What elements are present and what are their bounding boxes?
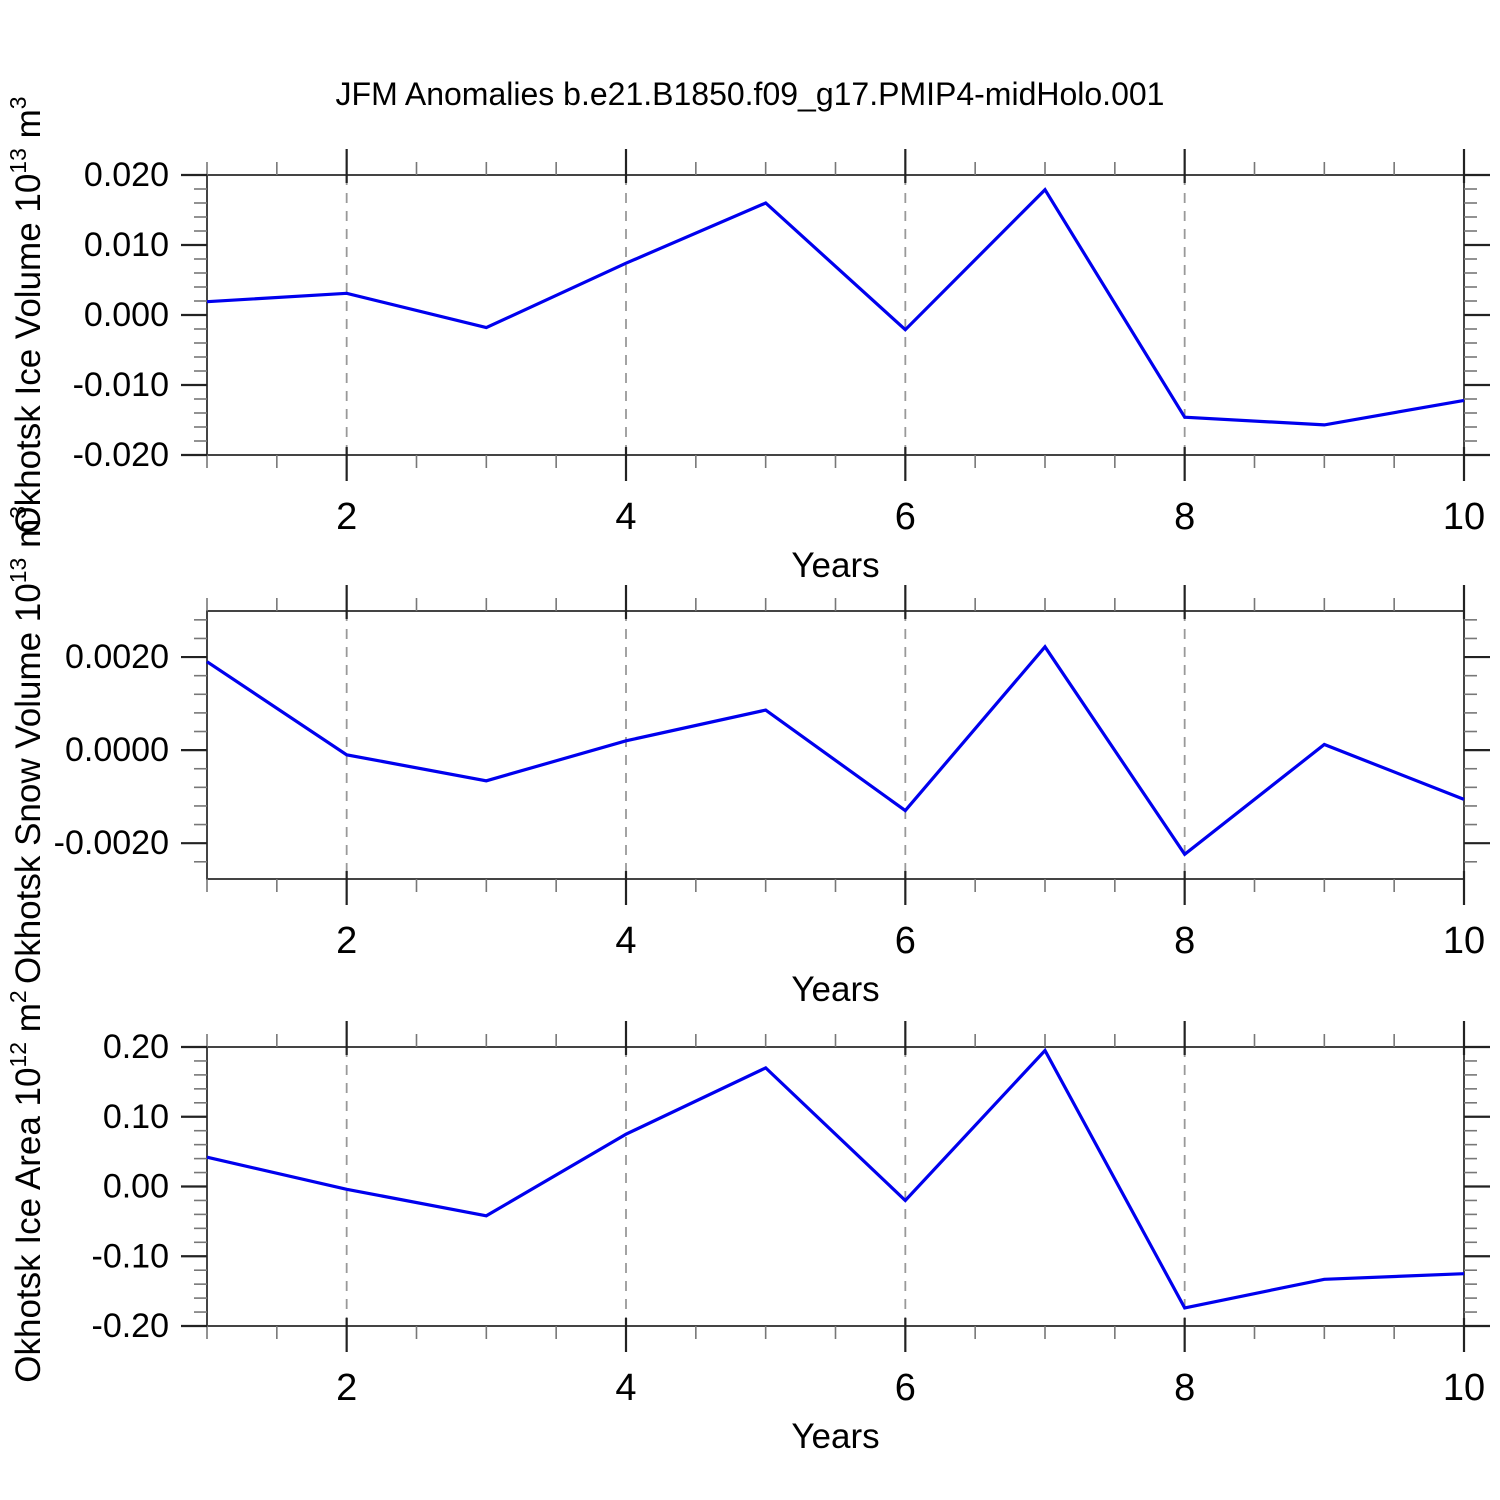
y-tick-label: 0.20: [103, 1028, 169, 1066]
x-axis-title: Years: [791, 546, 879, 585]
x-tick-label: 8: [1174, 496, 1195, 538]
x-tick-label: 10: [1443, 1367, 1485, 1409]
x-tick-label: 4: [615, 1367, 636, 1409]
x-tick-label: 6: [895, 496, 916, 538]
data-line-series: [206, 187, 1465, 427]
y-axis-title: Okhotsk Snow Volume 1013 m3: [5, 506, 48, 984]
y-tick-label: 0.020: [84, 156, 169, 194]
y-tick-label: 0.00: [103, 1168, 169, 1206]
plot-frame: [206, 174, 1465, 456]
x-tick-label: 4: [615, 496, 636, 538]
x-tick-label: 10: [1443, 496, 1485, 538]
x-tick-label: 2: [336, 496, 357, 538]
plot-frame: [206, 1046, 1465, 1327]
x-axis-title: Years: [791, 970, 879, 1009]
y-axis-title: Okhotsk Ice Volume 1013 m3: [5, 96, 48, 533]
y-tick-label: -0.10: [92, 1237, 170, 1275]
x-tick-label: 4: [615, 920, 636, 962]
x-tick-label: 8: [1174, 920, 1195, 962]
plot-frame: [206, 610, 1465, 880]
chart-panel-1: 2 4 6 8 10 Years 0.020 0.010 0.000 -0.010 -0.020 Ok…: [5, 96, 1490, 585]
y-tick-label: 0.0020: [65, 638, 169, 676]
x-tick-label: 2: [336, 1367, 357, 1409]
y-tick-label: 0.010: [84, 226, 169, 264]
chart-title: JFM Anomalies b.e21.B1850.f09_g17.PMIP4-…: [335, 76, 1165, 112]
x-tick-label: 2: [336, 920, 357, 962]
y-tick-label: -0.0020: [54, 824, 169, 862]
data-line-series: [206, 1047, 1465, 1310]
data-line-series: [206, 644, 1465, 857]
y-tick-label: -0.020: [73, 436, 169, 474]
x-tick-label: 6: [895, 920, 916, 962]
x-tick-label: 10: [1443, 920, 1485, 962]
y-tick-label: 0.000: [84, 296, 169, 334]
y-tick-label: 0.0000: [65, 731, 169, 769]
chart-panel-3: 2 4 6 8 10 Years 0.20 0.10 0.00 -0.10 -0.20 Okhotsk…: [5, 990, 1490, 1456]
x-axis-title: Years: [791, 1417, 879, 1456]
y-tick-label: 0.10: [103, 1098, 169, 1136]
x-tick-label: 6: [895, 1367, 916, 1409]
x-tick-label: 8: [1174, 1367, 1195, 1409]
y-tick-label: -0.20: [92, 1307, 170, 1345]
y-axis-title: Okhotsk Ice Area 1012 m2: [5, 990, 48, 1382]
y-tick-label: -0.010: [73, 366, 169, 404]
